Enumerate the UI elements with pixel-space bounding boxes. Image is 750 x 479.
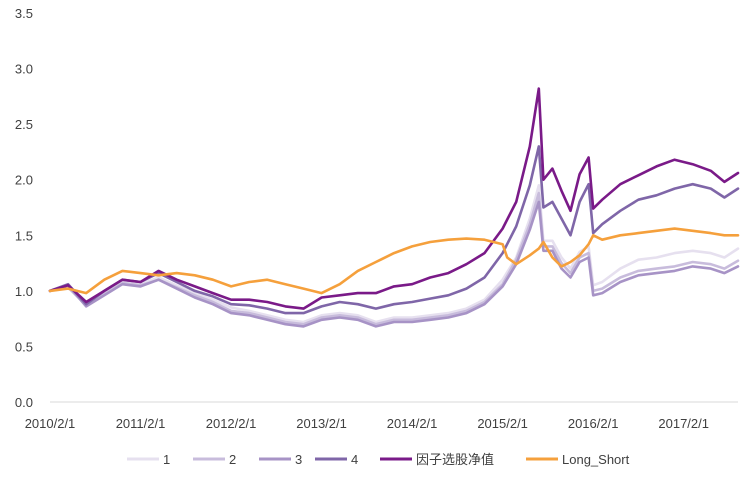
y-tick-label: 0.5 <box>15 339 33 354</box>
x-tick-label: 2016/2/1 <box>568 416 619 431</box>
x-tick-label: 2014/2/1 <box>387 416 438 431</box>
x-tick-label: 2010/2/1 <box>25 416 76 431</box>
x-tick-label: 2015/2/1 <box>477 416 528 431</box>
legend-label: 2 <box>229 452 236 467</box>
y-tick-label: 1.0 <box>15 284 33 299</box>
y-tick-label: 2.5 <box>15 117 33 132</box>
legend: 1 2 3 4 因子选股净值 Long_Short <box>127 452 630 467</box>
y-tick-label: 1.5 <box>15 228 33 243</box>
series-line <box>48 184 740 324</box>
y-tick-label: 3.0 <box>15 62 33 77</box>
series-line <box>48 87 740 310</box>
x-axis-ticks: 2010/2/1 2011/2/1 2012/2/1 2013/2/1 2014/2/1… <box>25 416 709 431</box>
x-tick-label: 2012/2/1 <box>206 416 257 431</box>
legend-label: 4 <box>351 452 358 467</box>
y-tick-label: 3.5 <box>15 6 33 21</box>
series-line <box>48 191 740 326</box>
x-tick-label: 2011/2/1 <box>116 416 166 431</box>
x-tick-label: 2013/2/1 <box>296 416 347 431</box>
legend-label: Long_Short <box>562 452 630 467</box>
series-line <box>48 200 740 328</box>
x-tick-label: 2017/2/1 <box>658 416 709 431</box>
legend-label: 3 <box>295 452 302 467</box>
y-tick-label: 2.0 <box>15 173 33 188</box>
series-lines <box>48 87 740 328</box>
series-line <box>48 227 740 295</box>
legend-label: 因子选股净值 <box>416 452 494 467</box>
legend-label: 1 <box>163 452 170 467</box>
y-axis-ticks: 0.0 0.5 1.0 1.5 2.0 2.5 3.0 3.5 <box>15 6 33 410</box>
series-line <box>48 145 740 315</box>
y-tick-label: 0.0 <box>15 395 33 410</box>
